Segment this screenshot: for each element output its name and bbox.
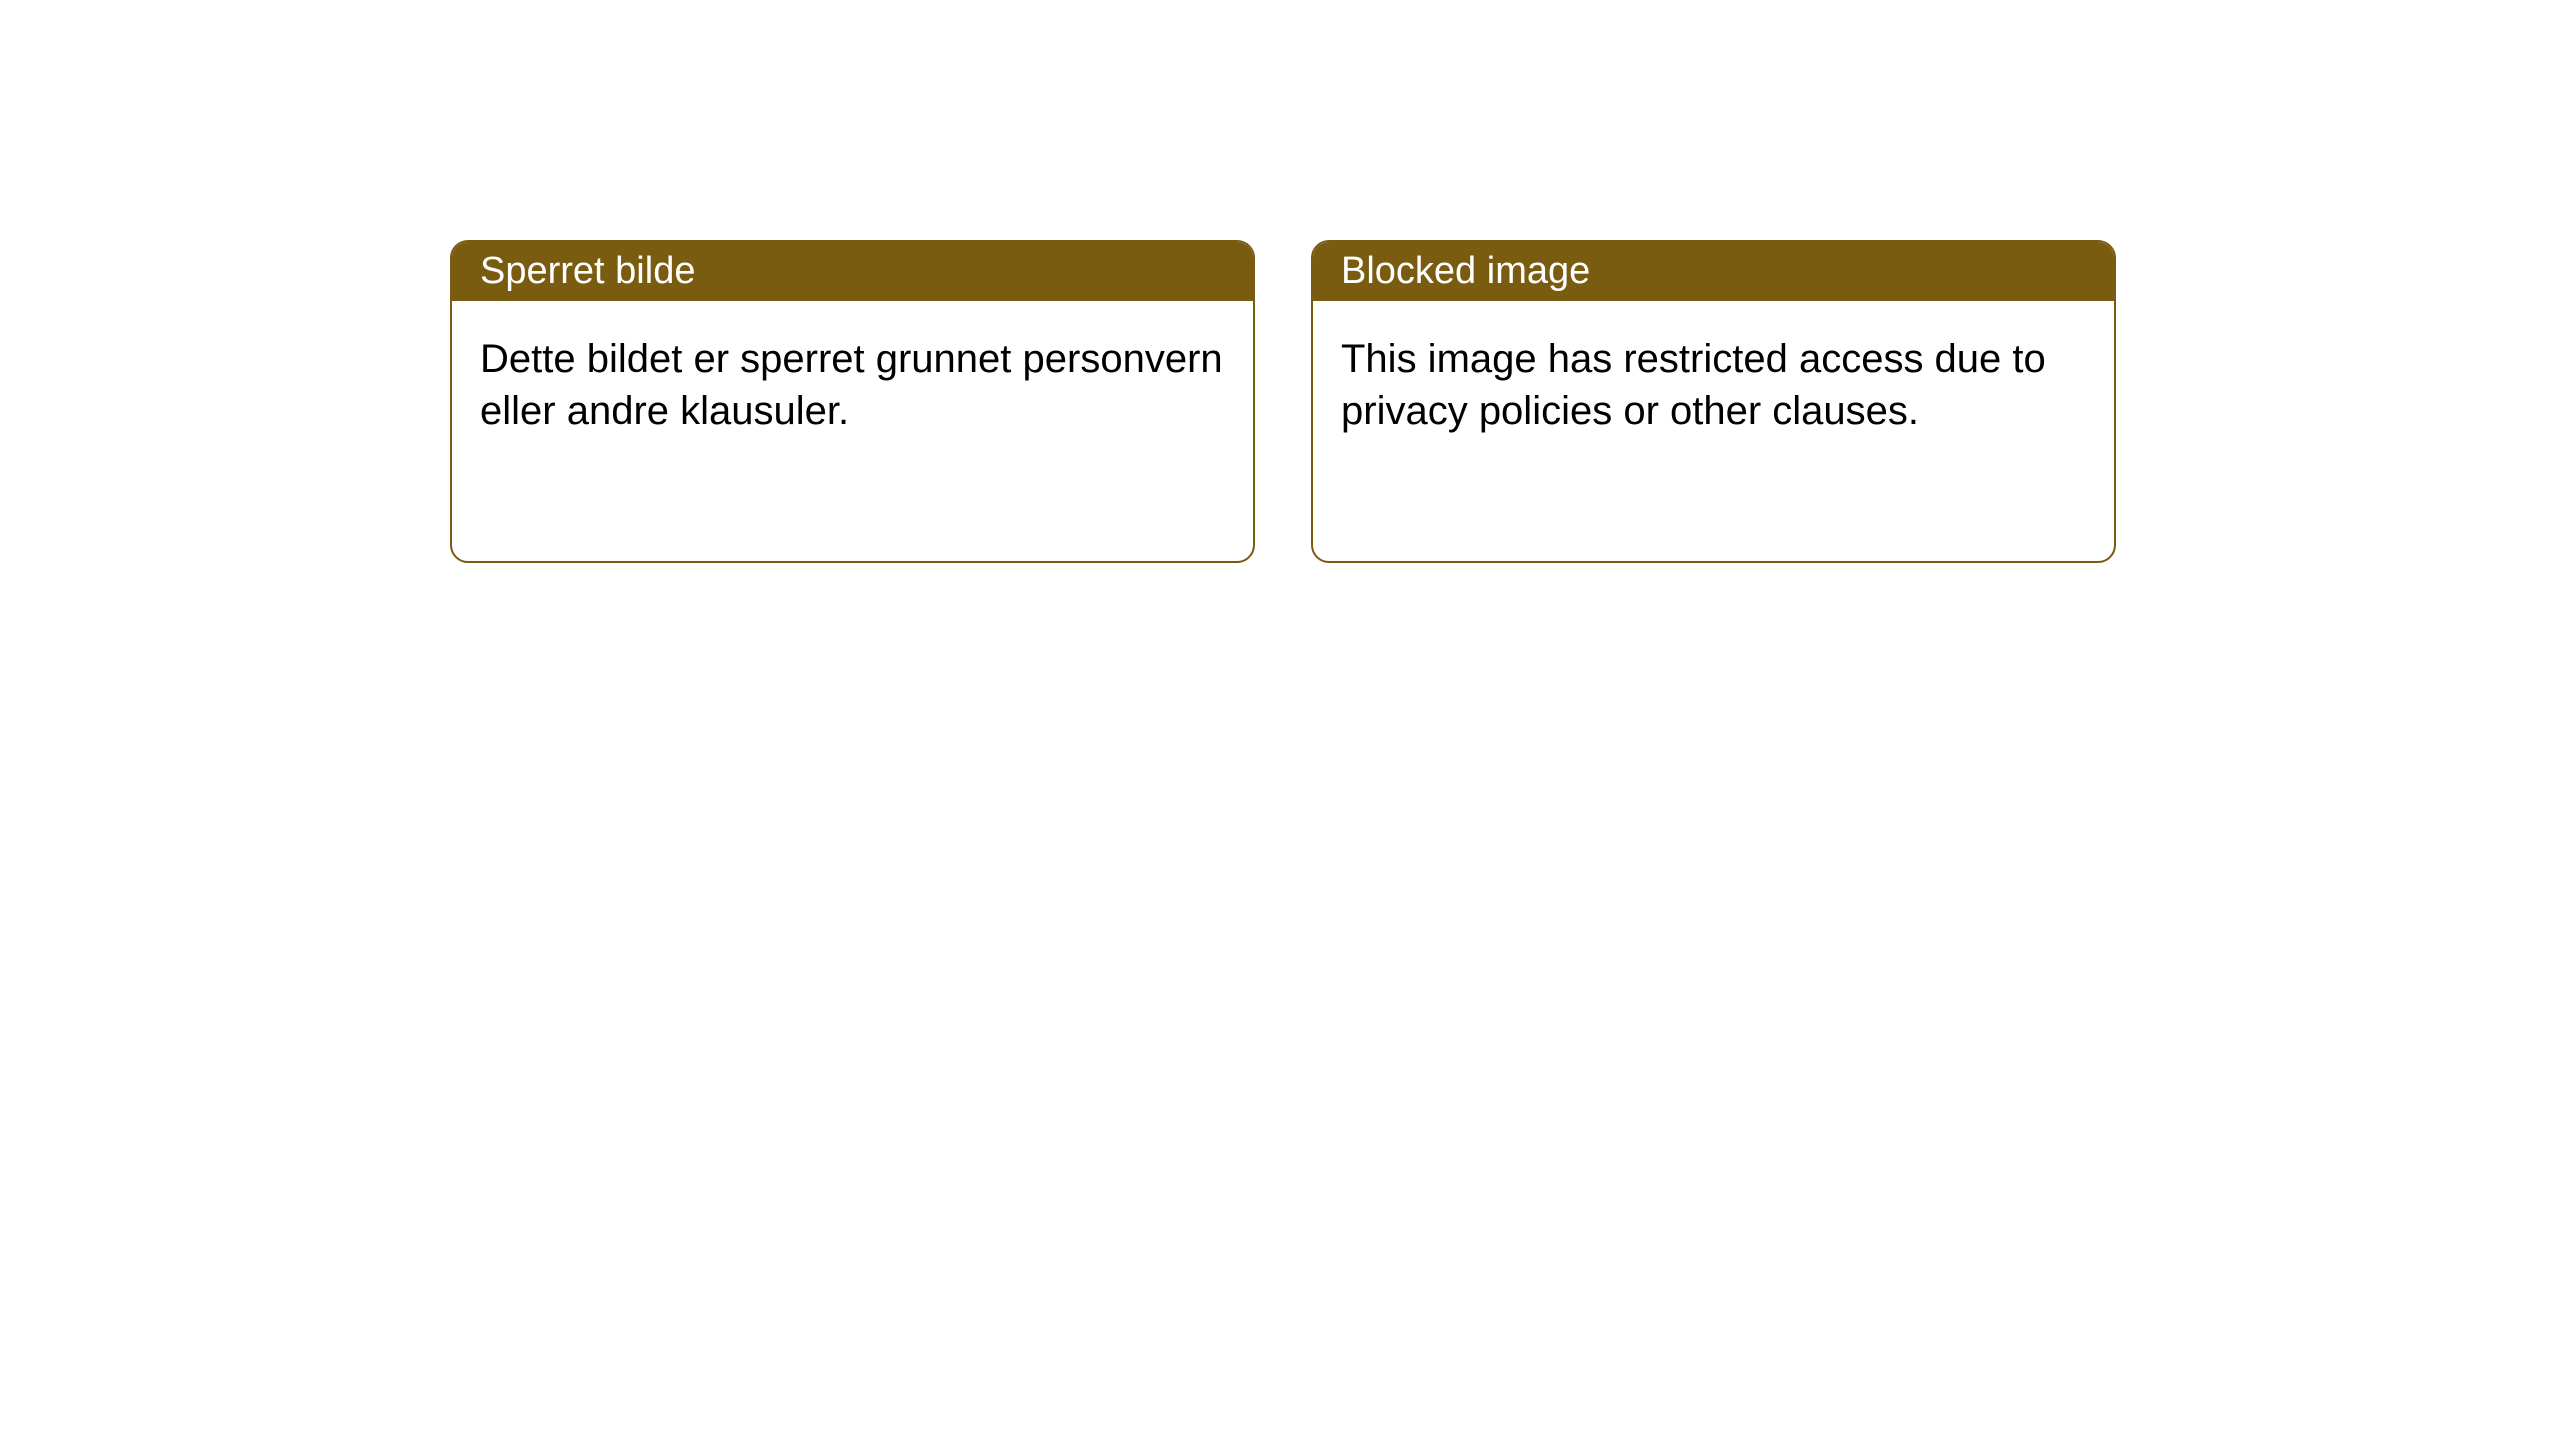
blocked-image-card-english: Blocked image This image has restricted … [1311,240,2116,563]
cards-container: Sperret bilde Dette bildet er sperret gr… [0,0,2560,563]
blocked-image-card-norwegian: Sperret bilde Dette bildet er sperret gr… [450,240,1255,563]
card-body: This image has restricted access due to … [1313,301,2114,561]
card-title: Sperret bilde [480,250,695,292]
card-body-text: Dette bildet er sperret grunnet personve… [480,337,1223,433]
card-header: Sperret bilde [452,242,1253,301]
card-body: Dette bildet er sperret grunnet personve… [452,301,1253,561]
card-header: Blocked image [1313,242,2114,301]
card-body-text: This image has restricted access due to … [1341,337,2046,433]
card-title: Blocked image [1341,250,1590,292]
